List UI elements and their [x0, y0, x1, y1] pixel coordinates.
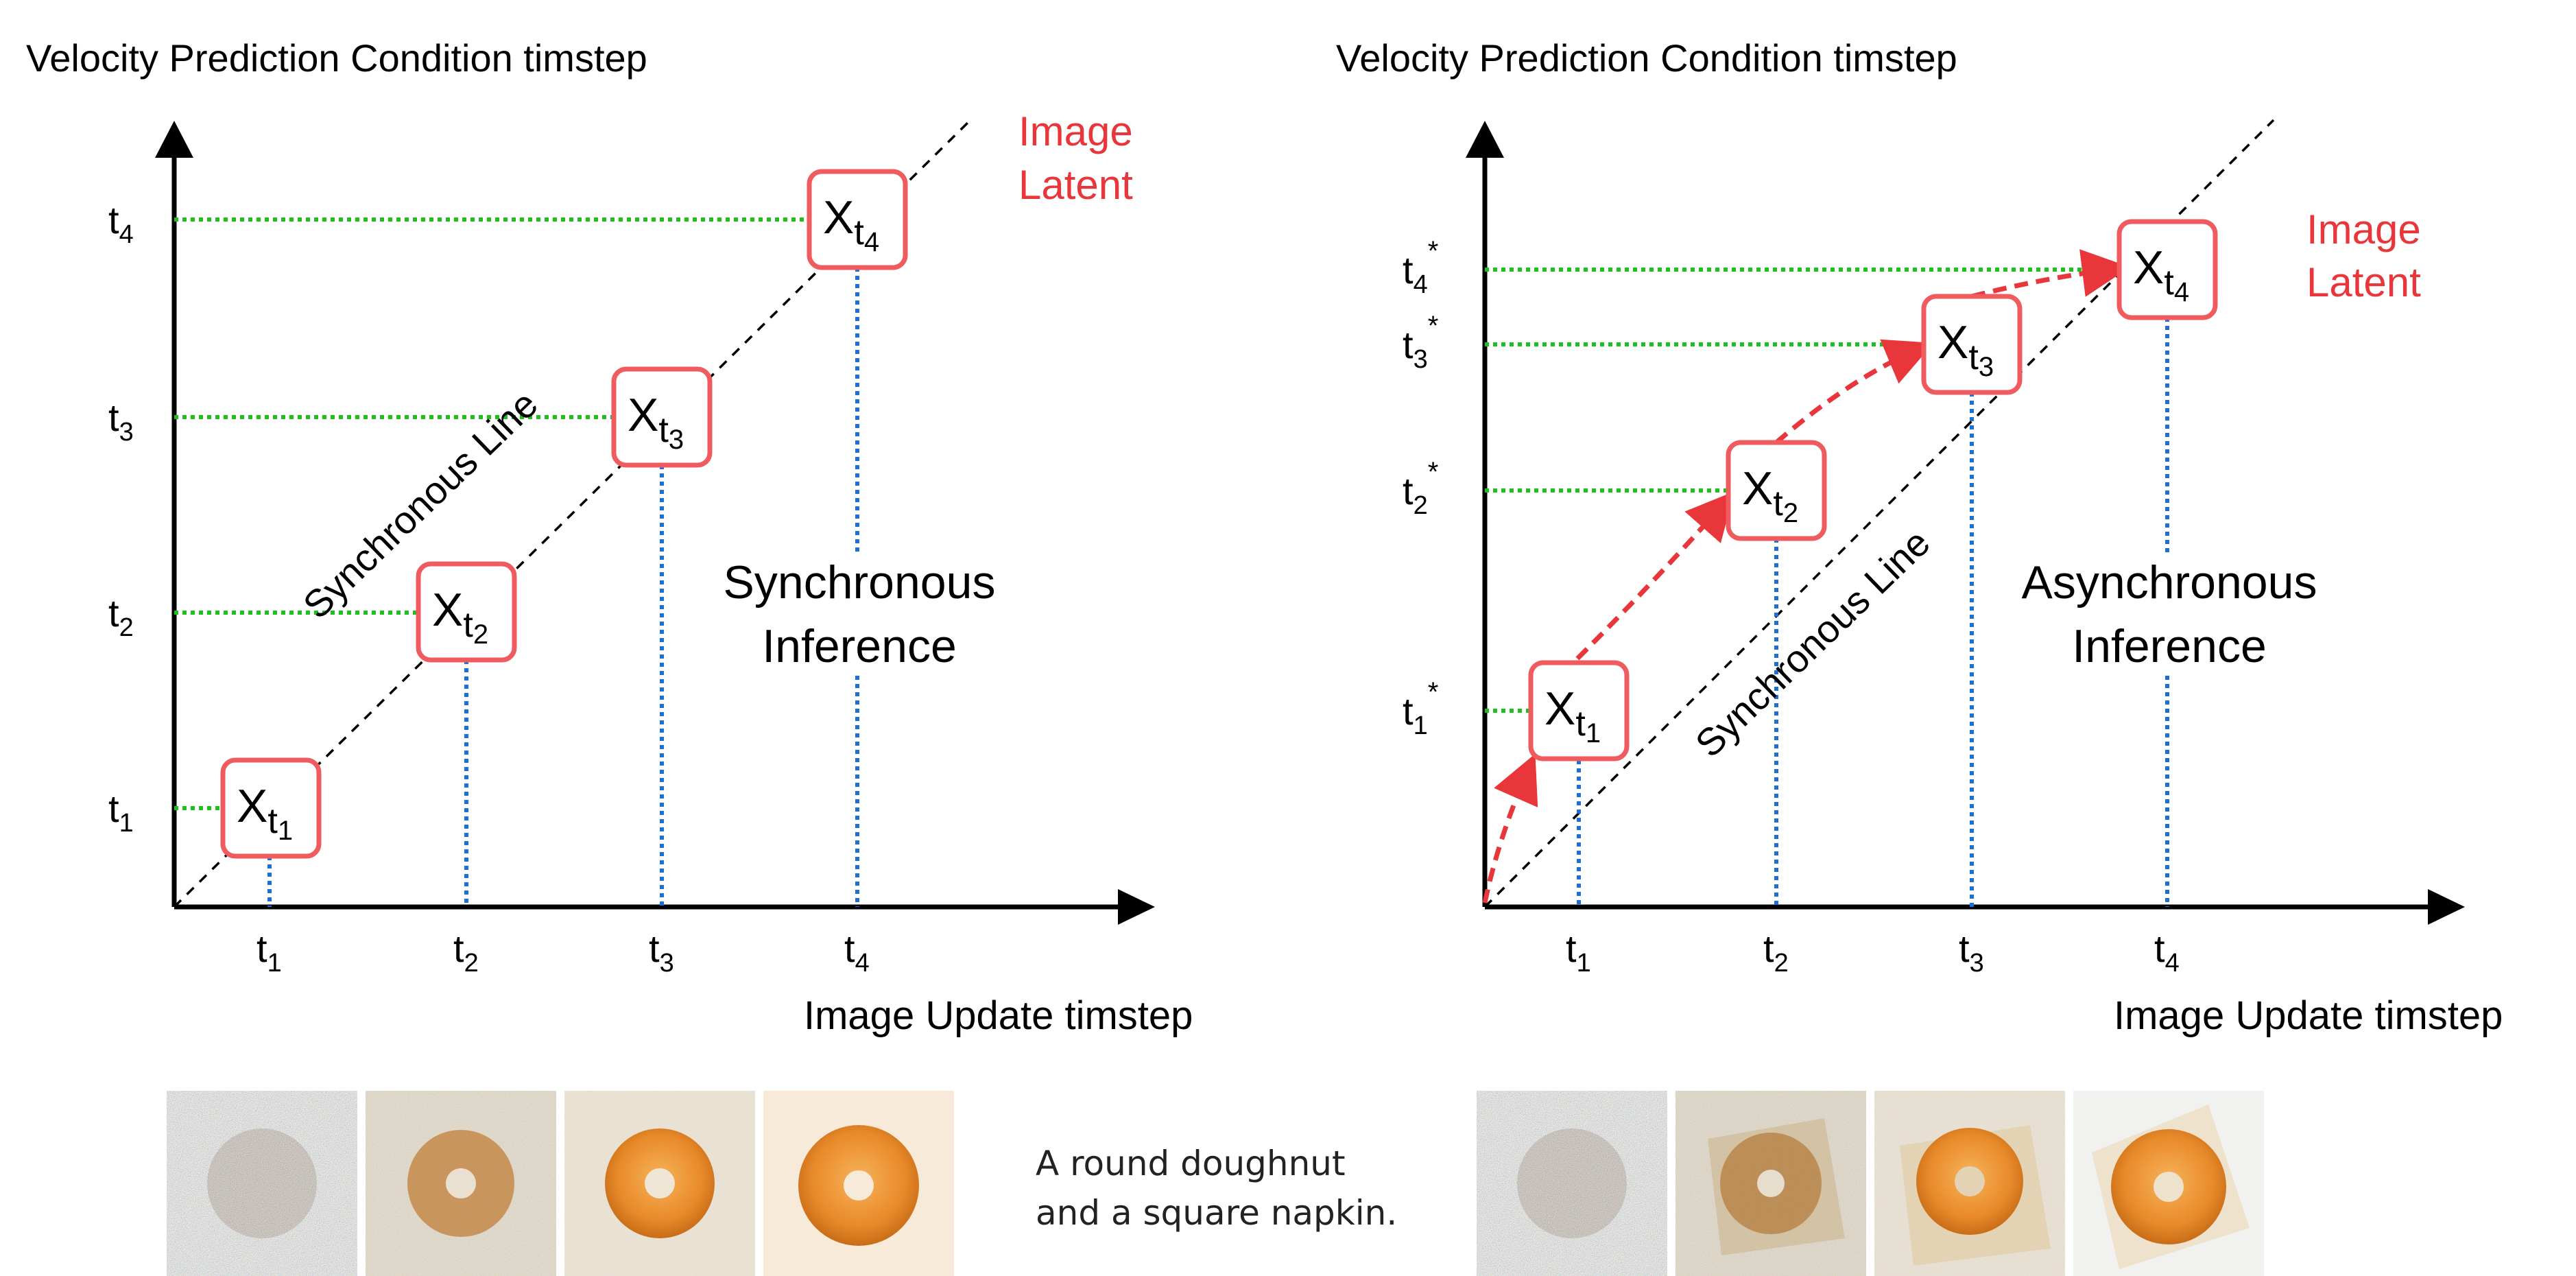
- x-tick-4: t4: [2154, 927, 2180, 978]
- svg-text:Xt3: Xt3: [628, 389, 684, 455]
- thumb-noise: [1477, 1091, 1667, 1276]
- node-1: Xt1: [220, 757, 322, 859]
- x-tick-1: t1: [257, 927, 282, 978]
- async-arrow-0: [1482, 753, 1538, 903]
- async-arrow-3: [1971, 249, 2130, 299]
- node-1: Xt1: [1528, 660, 1630, 761]
- legend-line2: Latent: [1018, 162, 1133, 208]
- x-tick-3: t3: [1959, 927, 1984, 978]
- svg-text:Xt1: Xt1: [237, 780, 293, 846]
- vertical-guides: [267, 268, 859, 907]
- legend-line2: Latent: [2306, 259, 2421, 305]
- vertical-guides: [1577, 318, 2169, 907]
- caption-line2: and a square napkin.: [1036, 1193, 1398, 1233]
- x-tick-4: t4: [844, 927, 870, 978]
- async-arrow-2: [1774, 339, 1934, 445]
- y-tick-1: t1*: [1403, 677, 1438, 740]
- prompt-caption: A round doughnut and a square napkin.: [1036, 1139, 1447, 1238]
- node-4: Xt4: [2116, 219, 2218, 320]
- caption-line1: A round doughnut: [1036, 1144, 1346, 1183]
- y-tick-2: t2*: [1403, 457, 1438, 520]
- svg-text:Xt4: Xt4: [2133, 241, 2189, 307]
- synchronous-line-label: Synchronous Line: [1687, 521, 1938, 766]
- horizontal-guides: [1485, 268, 2116, 713]
- thumb-noisy-doughnut: [366, 1091, 556, 1276]
- svg-text:Xt2: Xt2: [432, 584, 488, 650]
- x-tick-1: t1: [1566, 927, 1591, 978]
- x-axis-arrow: [2428, 889, 2465, 925]
- x-tick-2: t2: [453, 927, 479, 978]
- right-thumbnails: [1477, 1091, 2264, 1276]
- x-axis-title: Image Update timstep: [2114, 993, 2503, 1038]
- legend-line1: Image: [2306, 206, 2421, 252]
- thumb-noise: [167, 1091, 357, 1276]
- center-label-line2: Inference: [2072, 620, 2267, 672]
- y-tick-4: t4: [108, 198, 134, 249]
- node-3: Xt3: [1921, 294, 2023, 395]
- node-2: Xt2: [416, 561, 517, 663]
- svg-text:Xt3: Xt3: [1937, 316, 1994, 382]
- svg-text:Xt1: Xt1: [1545, 683, 1601, 748]
- x-axis-title: Image Update timstep: [804, 993, 1193, 1038]
- node-2: Xt2: [1726, 440, 1827, 541]
- left-panel: Velocity Prediction Condition timstep Sy…: [26, 36, 1193, 1276]
- y-tick-4: t4*: [1403, 236, 1438, 299]
- svg-text:Xt4: Xt4: [823, 191, 879, 257]
- thumb-noisy-doughnut-napkin: [1675, 1091, 1866, 1276]
- x-tick-2: t2: [1763, 927, 1789, 978]
- thumb-light-noise-doughnut: [564, 1091, 755, 1276]
- x-axis-arrow: [1118, 889, 1155, 925]
- node-3: Xt3: [611, 366, 713, 468]
- y-axis-arrow: [155, 121, 193, 158]
- x-tick-3: t3: [649, 927, 674, 978]
- y-tick-3: t3*: [1403, 311, 1438, 374]
- y-tick-1: t1: [108, 787, 134, 838]
- thumb-clean-doughnut-napkin: [2073, 1091, 2264, 1276]
- right-panel: Velocity Prediction Condition timstep: [1336, 36, 2503, 1276]
- svg-text:Xt2: Xt2: [1742, 462, 1798, 528]
- thumb-light-noise-doughnut-napkin: [1874, 1091, 2065, 1276]
- y-tick-3: t3: [108, 396, 134, 447]
- node-4: Xt4: [807, 169, 908, 270]
- async-arrow-1: [1575, 491, 1734, 661]
- y-axis-title: Velocity Prediction Condition timstep: [1336, 36, 1957, 80]
- async-path: [1482, 249, 2130, 903]
- center-label-line1: Synchronous: [724, 556, 996, 609]
- horizontal-guides: [174, 217, 813, 810]
- left-thumbnails: [167, 1091, 954, 1276]
- legend-line1: Image: [1018, 108, 1133, 154]
- y-axis-arrow: [1466, 121, 1504, 158]
- center-label-line1: Asynchronous: [2022, 556, 2317, 609]
- y-tick-2: t2: [108, 591, 134, 642]
- thumb-clean-doughnut: [763, 1091, 954, 1276]
- y-axis-title: Velocity Prediction Condition timstep: [26, 36, 647, 80]
- center-label-line2: Inference: [762, 620, 957, 672]
